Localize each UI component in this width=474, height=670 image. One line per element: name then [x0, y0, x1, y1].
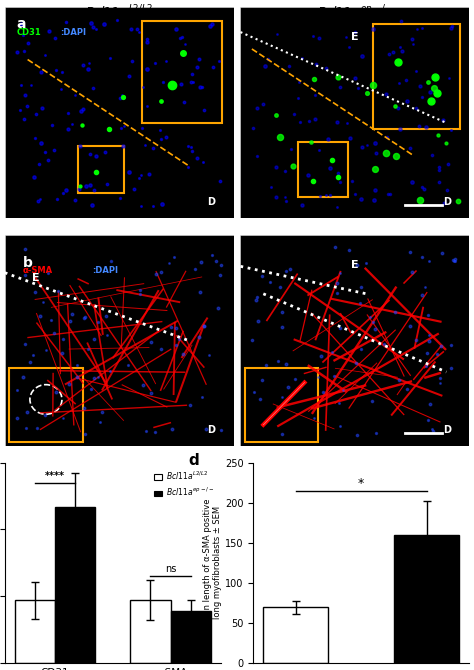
FancyBboxPatch shape [245, 368, 318, 442]
Text: b: b [23, 256, 33, 270]
Text: α-SMA: α-SMA [23, 267, 53, 275]
Text: $Bcl11a^{L2/L2}$: $Bcl11a^{L2/L2}$ [84, 3, 153, 20]
Text: ****: **** [45, 470, 65, 480]
Bar [394, 535, 459, 663]
Legend: $Bcl11a^{L2/L2}$, $Bcl11a^{ep-/-}$: $Bcl11a^{L2/L2}$, $Bcl11a^{ep-/-}$ [151, 466, 217, 501]
Text: :DAPI: :DAPI [60, 28, 86, 37]
FancyBboxPatch shape [298, 142, 348, 197]
Bar [263, 607, 328, 663]
Text: E: E [351, 260, 359, 270]
Text: a: a [16, 17, 26, 31]
Text: $Bcl11a^{ep-/-}$: $Bcl11a^{ep-/-}$ [317, 3, 394, 20]
Text: d: d [188, 452, 199, 468]
FancyBboxPatch shape [142, 21, 222, 123]
Text: CD31: CD31 [16, 28, 41, 37]
Bar [15, 600, 55, 663]
Text: D: D [443, 198, 451, 208]
Text: *: * [358, 476, 365, 490]
Text: E: E [32, 273, 40, 283]
FancyBboxPatch shape [373, 23, 460, 129]
Text: D: D [443, 425, 451, 436]
Text: E: E [351, 32, 359, 42]
Text: :DAPI: :DAPI [91, 267, 118, 275]
Bar [55, 507, 95, 663]
Bar [171, 611, 211, 663]
Text: D: D [207, 198, 215, 208]
FancyBboxPatch shape [9, 368, 82, 442]
Bar [130, 600, 171, 663]
Text: ns: ns [165, 564, 176, 574]
Y-axis label: Mean length of α-SMA positive
long myofibroblasts ± SEM: Mean length of α-SMA positive long myofi… [203, 498, 222, 627]
FancyBboxPatch shape [78, 146, 124, 193]
Text: D: D [207, 425, 215, 436]
